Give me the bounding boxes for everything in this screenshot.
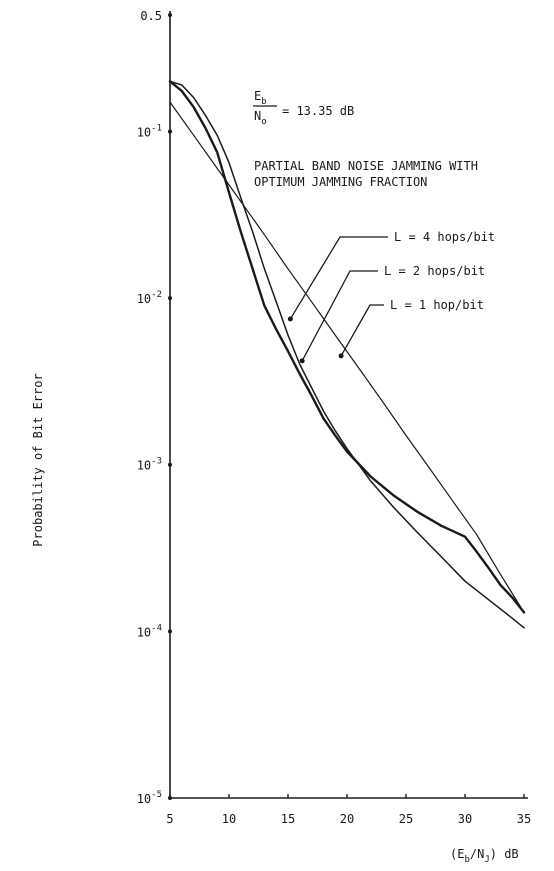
x-ticks: 5 10 15 20 25 30 35 xyxy=(166,794,531,826)
callout-dot xyxy=(338,353,344,359)
axes xyxy=(169,11,528,799)
legend-entry: L = 1 hop/bit xyxy=(390,298,484,312)
series-layer xyxy=(168,80,526,629)
x-tick-label: 25 xyxy=(399,812,413,826)
x-tick-label: 15 xyxy=(281,812,295,826)
series-line-1 xyxy=(168,80,526,614)
eb-no-annotation: Eb No = 13.35 dB xyxy=(253,89,354,127)
callout-dot xyxy=(287,316,293,322)
series-line-3 xyxy=(169,101,525,613)
x-axis-title: (Eb/NJ) dB xyxy=(450,847,519,865)
legend-entry: L = 4 hops/bit xyxy=(394,230,495,244)
x-tick-label: 5 xyxy=(166,812,173,826)
callout-dot xyxy=(299,358,305,364)
y-tick-label: 10-2 xyxy=(137,290,162,306)
series-line-2 xyxy=(169,80,525,629)
ratio-value: = 13.35 dB xyxy=(282,104,354,118)
y-tick-mark xyxy=(168,296,172,301)
ratio-numerator: Eb xyxy=(254,89,267,107)
y-tick-mark xyxy=(168,13,172,17)
y-tick-mark xyxy=(168,629,172,634)
ratio-denominator: No xyxy=(254,109,267,127)
y-tick-mark xyxy=(168,129,172,134)
description-line-1: PARTIAL BAND NOISE JAMMING WITH xyxy=(254,159,478,173)
y-axis-title: Probability of Bit Error xyxy=(31,373,45,546)
x-tick-label: 35 xyxy=(517,812,531,826)
x-tick-label: 30 xyxy=(458,812,472,826)
y-tick-label: 0.5 xyxy=(140,9,162,23)
legend-entry: L = 2 hops/bit xyxy=(384,264,485,278)
description-line-2: OPTIMUM JAMMING FRACTION xyxy=(254,175,427,189)
callout-leader xyxy=(289,236,388,320)
callout-leader xyxy=(301,270,378,362)
y-tick-label: 10-1 xyxy=(137,123,162,139)
y-tick-label: 10-4 xyxy=(137,623,162,639)
y-tick-label: 10-5 xyxy=(137,790,162,806)
y-ticks: 0.5 10-1 10-2 10-3 10-4 10-5 xyxy=(137,9,172,806)
legend-callouts: L = 4 hops/bit L = 2 hops/bit L = 1 hop/bi… xyxy=(287,230,495,364)
x-tick-label: 20 xyxy=(340,812,354,826)
y-tick-label: 10-3 xyxy=(137,457,162,473)
x-tick-label: 10 xyxy=(222,812,236,826)
callout-leader xyxy=(340,304,384,357)
y-tick-mark xyxy=(168,462,172,467)
